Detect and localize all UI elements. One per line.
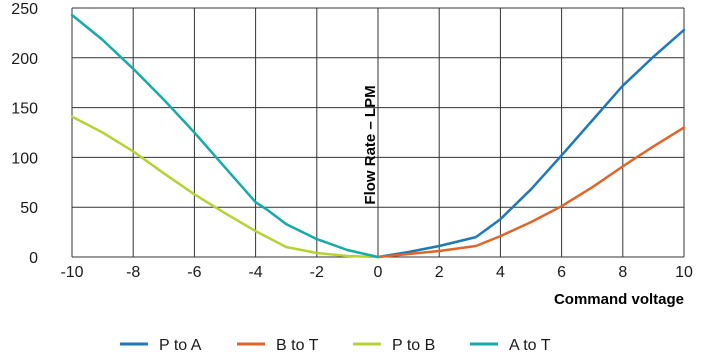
y-tick-label: 100: [11, 150, 38, 167]
x-tick-label: -6: [187, 264, 201, 281]
y-tick-label: 200: [11, 51, 38, 68]
legend: P to A B to T P to B A to T: [120, 337, 551, 354]
x-tick-labels: -10 -8 -6 -4 -2 0 2 4 6 8 10: [60, 264, 693, 281]
legend-label: A to T: [509, 337, 551, 354]
legend-label: P to A: [159, 337, 202, 354]
y-tick-label: 250: [11, 1, 38, 18]
y-tick-label: 150: [11, 101, 38, 118]
x-tick-label: 6: [557, 264, 566, 281]
series-line-3: [70, 115, 380, 259]
x-tick-label: -2: [310, 264, 324, 281]
x-tick-label: 4: [496, 264, 505, 281]
x-tick-label: 8: [618, 264, 627, 281]
series-line-4: [70, 13, 380, 259]
y-tick-label: 0: [29, 250, 38, 267]
x-axis-title: Command voltage: [554, 291, 684, 308]
legend-label: P to B: [392, 337, 435, 354]
y-axis-title: Flow Rate – LPM: [362, 85, 379, 204]
x-tick-label: -4: [248, 264, 262, 281]
x-tick-label: -10: [60, 264, 83, 281]
series-lines: [70, 13, 686, 259]
y-tick-label: 50: [20, 200, 38, 217]
grid: [71, 7, 685, 258]
y-tick-labels: 0 50 100 150 200 250: [11, 1, 38, 267]
legend-label: B to T: [276, 337, 319, 354]
series-line-2: [376, 126, 686, 259]
x-tick-label: -8: [126, 264, 140, 281]
x-tick-label: 10: [675, 264, 693, 281]
x-tick-label: 0: [374, 264, 383, 281]
series-line-1: [376, 28, 686, 259]
x-tick-label: 2: [435, 264, 444, 281]
